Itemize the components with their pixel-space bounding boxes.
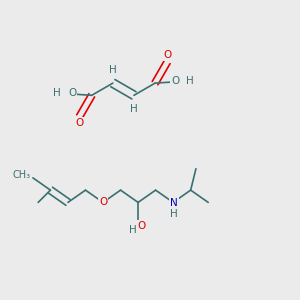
Text: H: H xyxy=(130,104,138,114)
Text: O: O xyxy=(99,197,107,207)
Text: H: H xyxy=(109,65,117,75)
Text: H: H xyxy=(170,209,178,219)
Text: O: O xyxy=(68,88,76,98)
Text: H: H xyxy=(129,225,136,235)
Text: O: O xyxy=(137,221,146,231)
Text: O: O xyxy=(171,76,179,86)
Text: H: H xyxy=(53,88,61,98)
Text: O: O xyxy=(163,50,171,61)
Text: CH₃: CH₃ xyxy=(12,170,31,181)
Text: N: N xyxy=(170,198,178,208)
Text: H: H xyxy=(186,76,194,86)
Text: O: O xyxy=(75,118,84,128)
